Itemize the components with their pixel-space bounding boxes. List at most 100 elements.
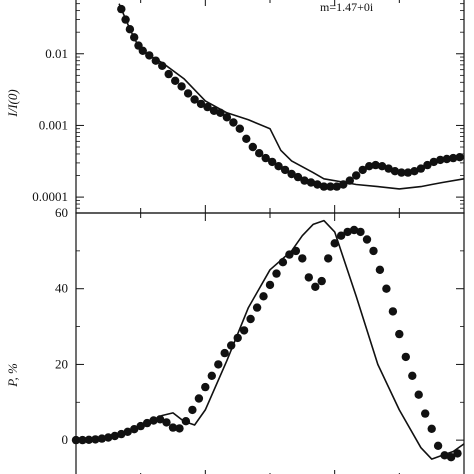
intensity-data-point: [229, 118, 238, 127]
polarization-data-point: [239, 326, 249, 335]
polarization-data-point: [433, 441, 443, 450]
intensity-data-point: [410, 167, 419, 176]
intensity-data-point: [164, 69, 173, 79]
polarization-data-point: [421, 409, 430, 418]
polarization-data-point: [259, 292, 268, 301]
polarization-data-point: [130, 425, 139, 434]
polarization-ytick-label-3: 60: [55, 205, 68, 220]
polarization-data-point: [149, 416, 158, 425]
polarization-data-point: [227, 341, 236, 350]
intensity-data-point: [423, 160, 432, 170]
intensity-data-point: [352, 171, 361, 180]
intensity-data-point: [209, 106, 219, 116]
intensity-data-point: [455, 153, 464, 162]
intensity-data-point: [313, 180, 322, 189]
intensity-axis-label: I/I(0): [5, 89, 20, 117]
polarization-data-point: [265, 280, 275, 290]
polarization-data-point: [214, 360, 223, 369]
intensity-theory-line: [118, 3, 465, 190]
polarization-data-point: [168, 423, 178, 432]
polarization-data-point: [162, 418, 171, 427]
polarization-data-point: [330, 239, 339, 248]
polarization-theory-line: [75, 219, 465, 460]
polarization-data-point: [136, 421, 145, 431]
intensity-data-point: [287, 169, 296, 179]
intensity-data-point: [332, 182, 341, 191]
polarization-data-point: [362, 235, 372, 244]
polarization-data-point: [408, 371, 417, 380]
polarization-data-point: [375, 265, 385, 274]
polarization-data-point: [304, 273, 313, 282]
polarization-data-point: [201, 382, 210, 392]
polarization-data-point: [84, 435, 94, 444]
intensity-data-point: [171, 76, 180, 86]
polarization-data-point: [401, 352, 410, 362]
polarization-data-point: [78, 435, 87, 445]
polarization-data-point: [272, 269, 281, 278]
polarization-data-point: [336, 231, 346, 240]
intensity-data-point: [222, 113, 232, 122]
polarization-data-point: [175, 424, 184, 433]
polarization-data-point: [324, 254, 333, 263]
intensity-data-point: [274, 162, 283, 171]
polarization-data-point: [91, 435, 100, 444]
polarization-data-point: [317, 276, 326, 286]
polarization-data-point: [388, 307, 398, 316]
polarization-data-point: [71, 435, 81, 445]
intensity-data-point: [280, 165, 290, 175]
intensity-data-point: [416, 164, 426, 173]
refractive-index-annotation: m=1.47+0i: [320, 0, 374, 14]
polarization-data-point: [220, 348, 229, 358]
intensity-data-point: [158, 61, 167, 70]
intensity-ytick-label-0: 0.01: [45, 46, 68, 61]
polarization-data-point: [298, 254, 307, 263]
intensity-theory-curve: [118, 3, 465, 190]
intensity-data-point: [371, 160, 380, 170]
polarization-data-point: [285, 250, 294, 259]
polarization-data-point: [349, 225, 359, 235]
intensity-data-point: [145, 51, 154, 60]
intensity-data-point: [183, 89, 193, 98]
polarization-data-point: [207, 371, 216, 380]
polarization-data-point: [356, 227, 365, 237]
intensity-ytick-label-1: 0.001: [39, 117, 68, 132]
intensity-data-point: [429, 157, 438, 167]
polarization-ytick-label-1: 20: [55, 356, 68, 371]
intensity-data-point: [436, 155, 445, 165]
polarization-data-point: [194, 394, 204, 403]
polarization-measured-points: [71, 225, 462, 462]
intensity-data-point: [248, 142, 257, 152]
polarization-data-point: [427, 424, 436, 433]
polarization-data-point: [188, 405, 197, 415]
polarization-axis-label: P, %: [5, 363, 20, 388]
polarization-data-point: [123, 427, 132, 436]
polarization-data-point: [155, 415, 165, 424]
intensity-data-point: [117, 4, 126, 14]
intensity-measured-points: [117, 4, 464, 191]
polarization-data-point: [311, 282, 320, 291]
intensity-data-point: [261, 153, 270, 163]
intensity-data-point: [293, 172, 303, 182]
intensity-data-point: [390, 167, 400, 176]
intensity-data-point: [130, 33, 139, 42]
polarization-data-point: [246, 314, 255, 324]
intensity-data-point: [449, 153, 458, 163]
polarization-data-point: [291, 246, 301, 256]
intensity-data-point: [326, 182, 335, 191]
polarization-theory-curve: [75, 219, 465, 460]
intensity-panel: m=1.47+0i I/I(0) 0.01 0.001 0.0001: [5, 0, 465, 214]
polarization-panel: P, % 0 20 40 60: [5, 205, 465, 474]
polarization-data-point: [440, 451, 449, 460]
polarization-data-point: [453, 449, 462, 458]
polarization-data-point: [117, 429, 126, 439]
intensity-data-point: [242, 134, 251, 143]
intensity-data-point: [203, 102, 212, 112]
polarization-data-point: [369, 246, 378, 256]
intensity-ytick-label-2: 0.0001: [32, 189, 68, 204]
intensity-data-point: [345, 176, 354, 185]
intensity-data-point: [300, 176, 309, 185]
intensity-data-point: [397, 168, 406, 177]
intensity-data-point: [365, 162, 374, 171]
intensity-data-point: [358, 165, 367, 175]
